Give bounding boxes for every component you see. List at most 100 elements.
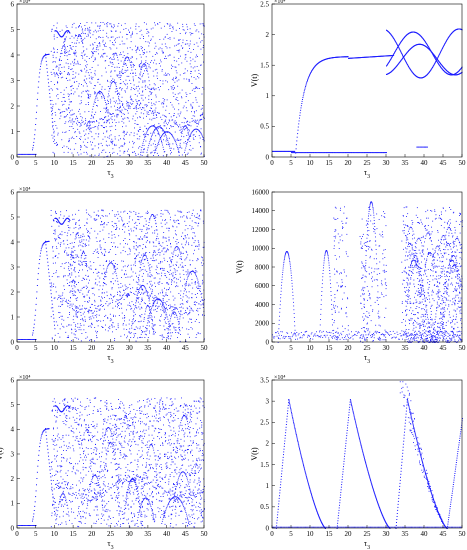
data-point bbox=[191, 220, 193, 222]
data-point bbox=[54, 255, 56, 257]
data-point bbox=[391, 56, 393, 58]
data-point bbox=[185, 125, 187, 127]
data-point bbox=[97, 105, 98, 107]
data-point bbox=[69, 119, 71, 121]
data-point bbox=[71, 68, 73, 70]
data-point bbox=[176, 226, 178, 228]
data-point bbox=[122, 131, 124, 133]
data-point bbox=[75, 237, 77, 239]
data-point bbox=[146, 329, 148, 331]
data-point bbox=[392, 55, 394, 57]
data-point bbox=[184, 259, 186, 261]
data-point bbox=[51, 109, 53, 111]
data-point bbox=[299, 112, 301, 114]
data-point bbox=[95, 268, 97, 270]
data-point bbox=[109, 325, 111, 327]
data-point bbox=[150, 288, 152, 290]
data-point bbox=[174, 66, 176, 68]
data-point bbox=[137, 46, 139, 48]
data-point bbox=[402, 54, 403, 56]
data-point bbox=[197, 45, 199, 47]
data-point bbox=[109, 47, 111, 49]
data-point bbox=[72, 61, 73, 63]
data-point bbox=[88, 275, 89, 277]
data-point bbox=[198, 215, 200, 217]
data-point bbox=[88, 94, 90, 95]
data-point bbox=[154, 22, 155, 24]
data-point bbox=[94, 145, 96, 147]
data-point bbox=[79, 227, 81, 228]
data-point bbox=[161, 314, 162, 316]
data-point bbox=[194, 215, 195, 217]
data-point bbox=[95, 126, 97, 127]
data-point bbox=[120, 298, 121, 300]
data-point bbox=[48, 272, 50, 274]
x-tick-label: 5 bbox=[289, 159, 293, 167]
data-point bbox=[57, 132, 59, 134]
data-point bbox=[104, 272, 105, 274]
data-point bbox=[143, 331, 145, 333]
data-point bbox=[140, 48, 142, 50]
data-point bbox=[193, 23, 195, 25]
data-point bbox=[196, 216, 198, 218]
data-point bbox=[155, 135, 157, 137]
data-point bbox=[405, 60, 406, 62]
data-point bbox=[119, 111, 121, 113]
data-point bbox=[65, 331, 67, 333]
data-point bbox=[180, 297, 182, 299]
data-point bbox=[95, 97, 96, 99]
data-point bbox=[178, 139, 179, 141]
data-point bbox=[435, 58, 436, 60]
data-point bbox=[183, 136, 185, 138]
data-point bbox=[60, 73, 61, 75]
data-point bbox=[195, 78, 197, 80]
data-point bbox=[84, 81, 86, 83]
data-point bbox=[121, 217, 123, 219]
data-point bbox=[54, 238, 56, 240]
data-point bbox=[188, 149, 190, 151]
data-point bbox=[83, 123, 85, 125]
data-point bbox=[322, 152, 324, 154]
data-point bbox=[135, 228, 137, 230]
data-point bbox=[118, 287, 120, 289]
data-point bbox=[80, 139, 81, 140]
data-point bbox=[147, 315, 149, 317]
data-point bbox=[191, 111, 192, 113]
data-point bbox=[57, 257, 59, 259]
data-point bbox=[69, 148, 71, 150]
data-point bbox=[58, 77, 59, 79]
data-point bbox=[80, 314, 82, 316]
data-point bbox=[135, 113, 137, 115]
data-point bbox=[126, 56, 128, 58]
data-point bbox=[281, 150, 283, 152]
data-point bbox=[373, 152, 375, 154]
data-point bbox=[98, 155, 100, 156]
data-point bbox=[133, 135, 135, 137]
data-point bbox=[30, 339, 32, 340]
data-point bbox=[148, 128, 149, 130]
data-point bbox=[163, 51, 164, 53]
data-point bbox=[159, 39, 161, 40]
data-point bbox=[185, 118, 186, 120]
data-point bbox=[81, 52, 83, 54]
data-point bbox=[177, 248, 178, 250]
data-point bbox=[82, 28, 83, 30]
data-point bbox=[114, 338, 116, 339]
data-point bbox=[142, 285, 144, 286]
data-point bbox=[65, 49, 67, 51]
data-point bbox=[154, 59, 156, 61]
data-point bbox=[428, 46, 430, 48]
data-point bbox=[104, 242, 106, 243]
data-point bbox=[182, 47, 184, 49]
data-point bbox=[167, 38, 169, 39]
data-point bbox=[123, 274, 125, 276]
data-point bbox=[94, 91, 96, 93]
data-point bbox=[111, 125, 113, 127]
data-point bbox=[187, 254, 189, 256]
data-point bbox=[96, 332, 98, 334]
data-point bbox=[126, 337, 128, 339]
data-point bbox=[58, 64, 60, 66]
data-point bbox=[127, 34, 129, 35]
data-point bbox=[126, 223, 128, 224]
data-point bbox=[294, 150, 296, 152]
